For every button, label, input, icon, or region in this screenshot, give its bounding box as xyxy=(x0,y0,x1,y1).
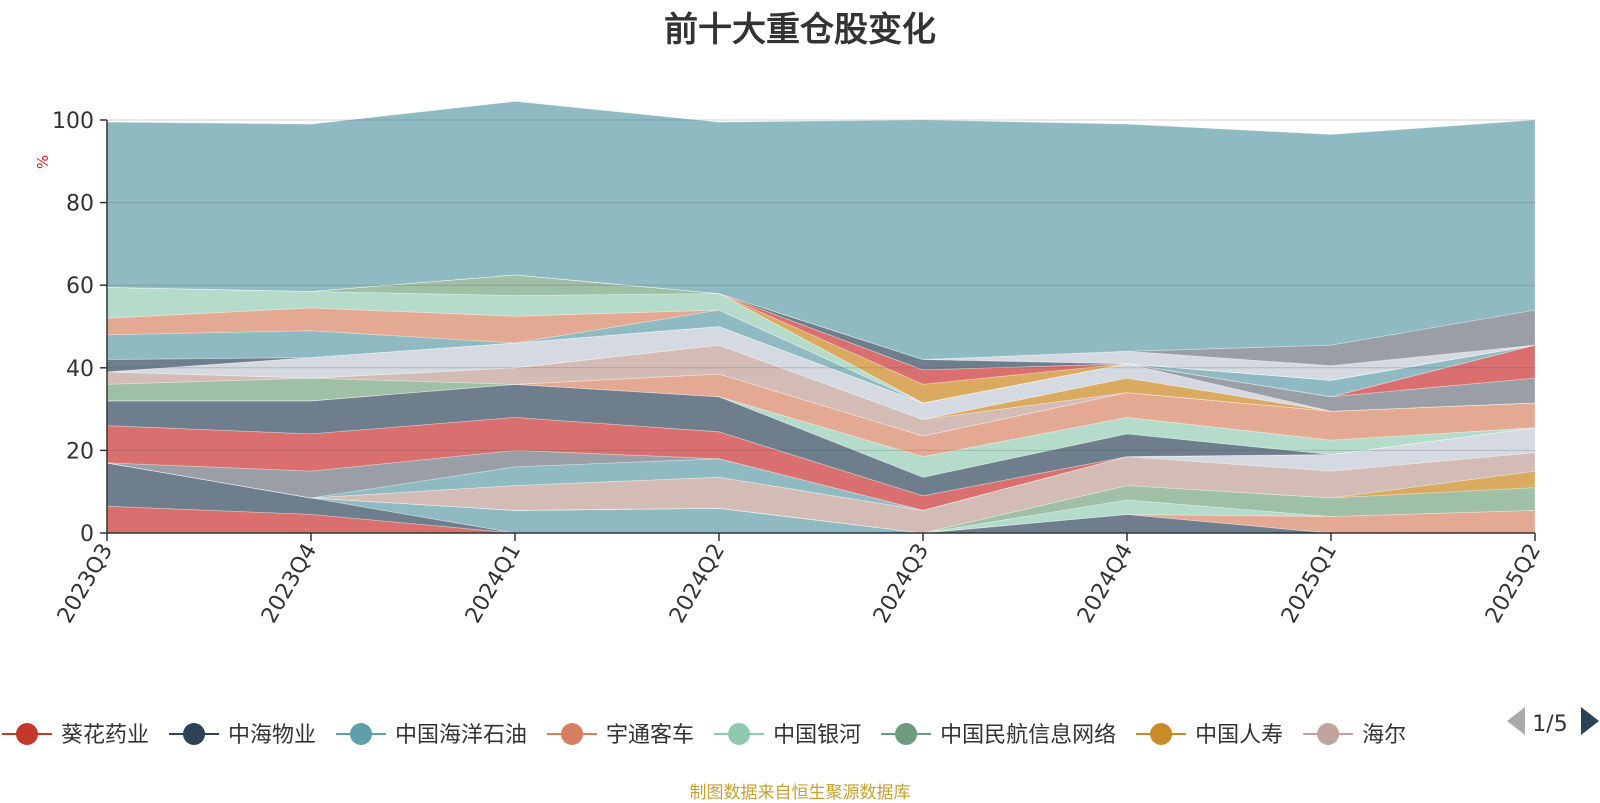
y-tick-label: 0 xyxy=(80,522,94,547)
legend-item[interactable]: 宇通客车 xyxy=(547,723,694,748)
legend-label: 中国人寿 xyxy=(1195,723,1283,748)
legend-label: 葵花药业 xyxy=(61,723,149,748)
circle-line-icon xyxy=(895,723,918,745)
legend-item[interactable]: 海尔 xyxy=(1303,723,1406,748)
legend: 葵花药业 中海物业 中国海洋石油 宇通客车 中国银河 中国民航信息网络 中国人寿 海尔 xyxy=(2,723,1406,748)
x-tick-label: 2024Q4 xyxy=(1073,540,1138,628)
x-tick-label: 2024Q2 xyxy=(665,540,730,628)
legend-item[interactable]: 中国银河 xyxy=(714,723,861,748)
legend-page-indicator: 1/5 xyxy=(1532,712,1567,737)
legend-label: 中海物业 xyxy=(228,723,316,748)
circle-line-icon xyxy=(1317,723,1340,745)
legend-item[interactable]: 中国人寿 xyxy=(1136,723,1283,748)
legend-prev-arrow-icon[interactable] xyxy=(1507,707,1525,735)
y-tick-label: 80 xyxy=(66,192,94,217)
y-axis-unit-label: % xyxy=(34,155,52,169)
legend-item[interactable]: 中国民航信息网络 xyxy=(881,723,1116,748)
legend-item[interactable]: 中海物业 xyxy=(169,723,316,748)
legend-label: 中国银河 xyxy=(773,723,861,748)
gridlines xyxy=(107,119,1535,451)
area-series-31 xyxy=(106,274,1536,367)
legend-label: 中国民航信息网络 xyxy=(940,723,1116,748)
chart-title: 前十大重仓股变化 xyxy=(664,10,936,50)
circle-line-icon xyxy=(183,723,206,745)
x-tick-label: 2023Q4 xyxy=(257,540,322,628)
legend-label: 海尔 xyxy=(1362,723,1406,748)
x-tick-label: 2025Q1 xyxy=(1277,540,1342,628)
legend-label: 中国海洋石油 xyxy=(395,723,527,748)
area-series-32 xyxy=(106,100,1536,360)
legend-item[interactable]: 葵花药业 xyxy=(2,723,149,748)
circle-line-icon xyxy=(1150,723,1173,745)
series-areas xyxy=(106,100,1536,534)
stacked-area-chart: 0 20 40 60 80 100% 2023Q3 2023Q4 2024Q1 2024Q2 202… xyxy=(2,100,1599,748)
legend-pager: 1/5 xyxy=(1507,707,1599,737)
source-note: 制图数据来自恒生聚源数据库 xyxy=(689,783,911,803)
x-tick-label: 2025Q2 xyxy=(1481,540,1546,628)
circle-line-icon xyxy=(350,723,373,745)
circle-line-icon xyxy=(728,723,751,745)
legend-next-arrow-icon[interactable] xyxy=(1581,707,1599,735)
x-tick-label: 2023Q3 xyxy=(53,540,118,628)
y-tick-label: 100 xyxy=(52,109,94,134)
x-tick-label: 2024Q3 xyxy=(869,540,934,628)
x-tick-label: 2024Q1 xyxy=(461,540,526,628)
y-tick-label: 20 xyxy=(66,439,94,464)
circle-line-icon xyxy=(561,723,584,745)
y-tick-label: 40 xyxy=(66,357,94,382)
legend-label: 宇通客车 xyxy=(606,723,694,748)
circle-line-icon xyxy=(16,723,38,745)
legend-item[interactable]: 中国海洋石油 xyxy=(336,723,527,748)
y-tick-label: 60 xyxy=(66,274,94,299)
